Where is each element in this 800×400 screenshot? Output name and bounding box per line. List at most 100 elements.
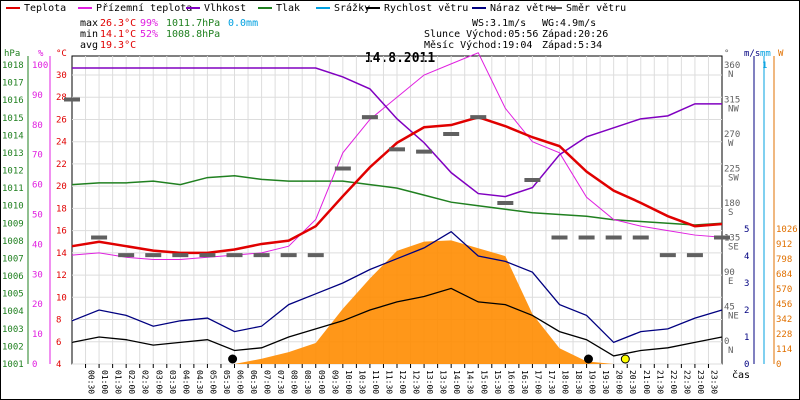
stat-max-rain: 0.0mm (228, 18, 258, 29)
pressure-tick-label: 1015 (2, 114, 24, 124)
direction-compass-label: SE (728, 243, 739, 253)
wind-direction-mark (118, 253, 135, 258)
wind-direction-mark (64, 97, 80, 102)
wind-direction-mark (632, 235, 649, 240)
wind-tick-label: 1 (744, 333, 749, 343)
x-tick-label: 14:00 (452, 370, 461, 394)
stat-min-temp: 14.1°C (100, 29, 136, 40)
series-p-zemn-teplota-line (71, 52, 723, 261)
series-n-raz-v-tru-line (71, 230, 723, 344)
legend-label: Tlak (276, 3, 300, 14)
x-tick-label: 23:30 (709, 370, 718, 394)
temperature-tick-label: 22 (56, 160, 67, 170)
legend-label: Přízemní teplota (96, 2, 192, 14)
series-solar-area (234, 240, 614, 364)
stat-moon-set: Západ:5:34 (542, 39, 602, 51)
x-tick-label: 12:00 (398, 370, 407, 394)
wind-direction-mark (253, 253, 270, 258)
wind-tick-label: 5 (744, 225, 749, 235)
pressure-unit: hPa (4, 49, 20, 59)
solar-tick-label: 456 (776, 300, 792, 310)
temperature-tick-label: 12 (56, 271, 67, 281)
pressure-tick-label: 1009 (2, 219, 24, 229)
direction-compass-label: NW (728, 105, 739, 115)
sun-moon-marker (583, 354, 593, 364)
humidity-tick-label: 30 (32, 270, 43, 280)
wind-direction-mark (280, 253, 297, 258)
legend-label: Rychlost větru (384, 2, 468, 14)
wind-tick-label: 2 (744, 306, 749, 316)
x-tick-label: 10:00 (344, 370, 353, 394)
wind-direction-mark (524, 178, 541, 182)
wind-direction-mark (307, 253, 324, 258)
pressure-tick-label: 1016 (2, 96, 24, 106)
wind-direction-mark (226, 253, 243, 258)
x-tick-label: 03:30 (168, 370, 177, 394)
wind-tick-label: 4 (744, 252, 749, 262)
wind-tick-label: 3 (744, 279, 749, 289)
stat-ws: WS:3.1m/s (472, 18, 526, 29)
direction-compass-label: S (728, 208, 733, 218)
x-tick-label: 18:00 (561, 370, 570, 394)
x-tick-label: 23:00 (696, 370, 705, 394)
temperature-tick-label: 26 (56, 115, 67, 125)
wind-direction-mark (605, 235, 622, 240)
x-tick-label: 17:30 (547, 370, 556, 394)
wind-direction-mark (334, 166, 351, 171)
stats-panel: max 26.3°C 99% 1011.7hPa 0.0mm min 14.1°… (80, 18, 608, 51)
temperature-tick-label: 20 (56, 182, 67, 192)
x-tick-label: 18:30 (574, 370, 583, 394)
pressure-tick-label: 1013 (2, 149, 24, 159)
x-tick-label: 12:30 (412, 370, 421, 394)
pressure-tick-label: 1008 (2, 237, 24, 247)
wind-direction-mark (145, 253, 162, 258)
humidity-tick-label: 50 (32, 211, 43, 221)
solar-tick-label: 912 (776, 240, 792, 250)
x-tick-label: 14:30 (466, 370, 475, 394)
legend-label: Srážky (334, 2, 370, 14)
pressure-tick-label: 1006 (2, 272, 24, 282)
direction-tick-label: 180 (724, 199, 740, 209)
x-tick-label: 15:00 (479, 370, 488, 394)
legend-label: Směr větru (566, 2, 626, 14)
wind-direction-mark (714, 235, 730, 240)
humidity-tick-label: 20 (32, 300, 43, 310)
humidity-tick-label: 0 (32, 360, 37, 370)
direction-unit: ° (724, 49, 729, 59)
humidity-tick-label: 80 (32, 121, 43, 131)
x-tick-label: 00:30 (87, 370, 96, 394)
x-tick-label: 04:30 (195, 370, 204, 394)
x-tick-label: 02:00 (127, 370, 136, 394)
sun-moon-marker (620, 354, 630, 364)
x-tick-label: 03:00 (154, 370, 163, 394)
direction-tick-label: 315 (724, 96, 740, 106)
wind-direction-mark (497, 201, 514, 205)
x-tick-label: 21:30 (655, 370, 664, 394)
wind-unit: m/s (744, 49, 760, 59)
x-tick-label: 16:30 (520, 370, 529, 394)
pressure-tick-label: 1003 (2, 325, 24, 335)
solar-tick-label: 342 (776, 315, 792, 325)
x-tick-label: 06:00 (236, 370, 245, 394)
wind-direction-mark (416, 149, 433, 154)
temperature-tick-label: 30 (56, 71, 67, 81)
solar-tick-label: 114 (776, 345, 792, 355)
wind-direction-mark (470, 115, 487, 120)
solar-tick-label: 798 (776, 255, 792, 265)
temperature-tick-label: 18 (56, 204, 67, 214)
direction-compass-label: SW (728, 174, 739, 184)
stat-avg-temp: 19.3°C (100, 40, 136, 51)
temperature-unit: °C (56, 49, 67, 59)
x-tick-label: 04:00 (181, 370, 190, 394)
x-tick-label: 15:30 (493, 370, 502, 394)
direction-tick-label: 270 (724, 130, 740, 140)
wind-direction-mark (443, 132, 460, 136)
direction-tick-label: 45 (724, 303, 735, 313)
pressure-tick-label: 1012 (2, 167, 24, 177)
temperature-tick-label: 8 (56, 316, 61, 326)
wind-direction-mark (578, 235, 595, 240)
x-tick-label: 05:30 (222, 370, 231, 394)
pressure-tick-label: 1018 (2, 61, 24, 71)
